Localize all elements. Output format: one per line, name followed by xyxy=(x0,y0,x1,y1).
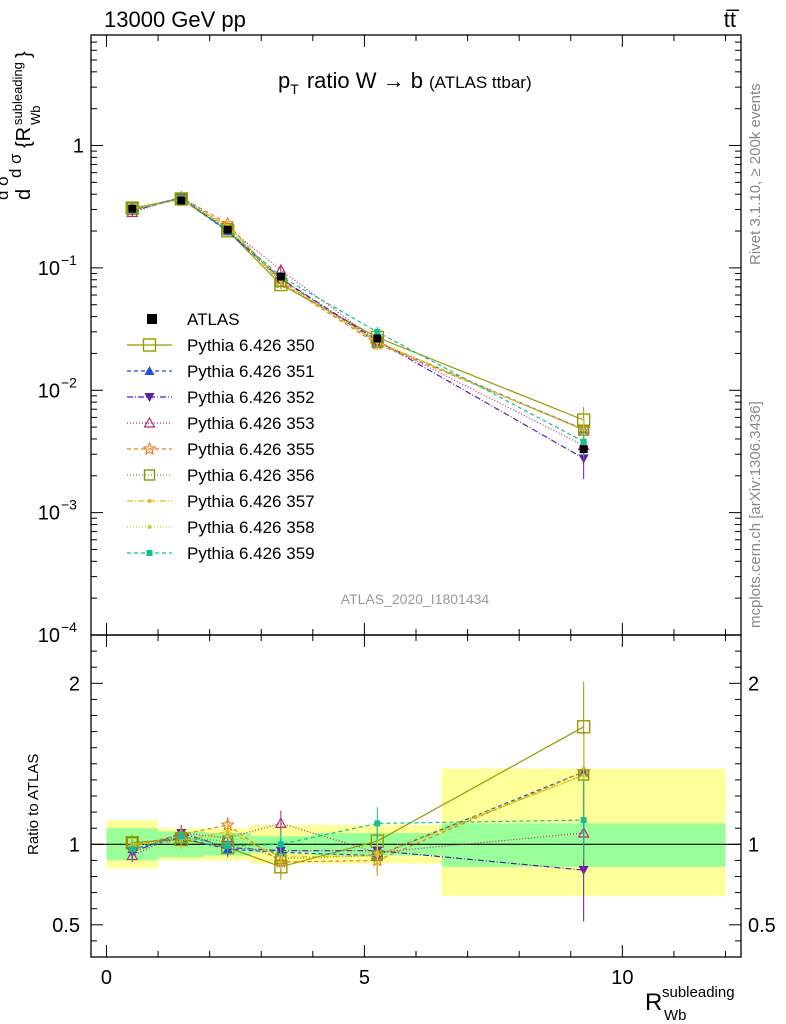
legend-marker xyxy=(144,366,155,375)
main-y-axis-label-frac: d σ 1 xyxy=(0,169,12,200)
legend-label: Pythia 6.426 352 xyxy=(187,388,315,407)
legend-marker xyxy=(147,525,152,529)
x-axis-label: R xyxy=(645,989,662,1016)
x-tick-label: 0 xyxy=(101,967,112,989)
atlas-data-point xyxy=(223,225,232,234)
legend-label: Pythia 6.426 353 xyxy=(187,414,315,433)
ratio-series-point xyxy=(277,841,284,848)
chart-title: pT ratio W → b (ATLAS ttbar) xyxy=(278,68,532,97)
x-tick-label: 5 xyxy=(359,967,370,989)
legend-marker xyxy=(143,416,156,428)
legend-marker xyxy=(142,441,157,456)
y-tick-label-main: 10 xyxy=(38,258,60,280)
legend-label: Pythia 6.426 356 xyxy=(187,466,315,485)
svg-text:d: d xyxy=(0,191,12,200)
main-y-axis-label: d d σ {R Wb subleading } xyxy=(6,51,43,200)
legend-label: Pythia 6.426 351 xyxy=(187,362,315,381)
main-series-point xyxy=(374,328,381,335)
y-tick-label-ratio: 1 xyxy=(69,834,80,856)
y-tick-label-main: 10 xyxy=(38,503,60,525)
ratio-series-point xyxy=(375,850,380,855)
legend-label: Pythia 6.426 357 xyxy=(187,492,315,511)
ratio-series-point xyxy=(274,817,287,828)
x-axis-label-sub: Wb xyxy=(664,1007,687,1024)
main-series-line xyxy=(132,197,584,443)
y-tick-label-ratio: 0.5 xyxy=(52,915,80,937)
legend-label: Pythia 6.426 358 xyxy=(187,518,315,537)
y-tick-label-main: 10 xyxy=(38,625,60,647)
legend-marker xyxy=(143,469,156,481)
title-small-text: (ATLAS ttbar) xyxy=(429,73,532,92)
legend-marker xyxy=(147,499,152,503)
main-series-line xyxy=(132,198,584,431)
y-tick-label-ratio-right: 1 xyxy=(748,834,759,856)
rivet-version-label: Rivet 3.1.10, ≥ 200k events xyxy=(747,83,764,265)
ratio-plot-series xyxy=(125,681,591,922)
svg-text:σ: σ xyxy=(6,153,25,164)
legend-label: ATLAS xyxy=(187,310,240,329)
ratio-series-point xyxy=(178,833,185,840)
x-tick-label: 10 xyxy=(611,967,633,989)
y-tick-label-ratio: 2 xyxy=(69,673,80,695)
header-right-label: tt̅ xyxy=(724,7,740,32)
legend-marker xyxy=(146,550,153,556)
ratio-series-point xyxy=(225,834,230,839)
header-left-label: 13000 GeV pp xyxy=(104,7,246,32)
y-tick-label-ratio-right: 2 xyxy=(748,673,759,695)
y-tick-label-ratio-right: 0.5 xyxy=(748,915,776,937)
legend-label: Pythia 6.426 350 xyxy=(187,336,315,355)
svg-text:1: 1 xyxy=(0,169,2,178)
atlas-data-point xyxy=(579,445,588,454)
y-tick-label-exponent: −4 xyxy=(61,619,77,635)
legend-marker xyxy=(144,393,155,402)
svg-text:d: d xyxy=(6,169,25,178)
ratio-series-line xyxy=(132,774,584,857)
main-plot-series xyxy=(125,190,591,479)
svg-text:σ: σ xyxy=(0,175,12,186)
ratio-series-line xyxy=(132,819,584,850)
ratio-series-point xyxy=(129,846,136,853)
legend-marker xyxy=(142,338,157,352)
legend: ATLAS Pythia 6.426 350 Pythia 6.426 351 Pyt… xyxy=(127,310,315,563)
svg-text:}: } xyxy=(13,51,35,58)
ratio-series-line xyxy=(132,774,584,858)
ratio-uncertainty-bands xyxy=(106,768,726,896)
legend-marker-atlas xyxy=(147,314,157,324)
atlas-data-point xyxy=(276,272,285,281)
ratio-series-line xyxy=(132,726,584,868)
svg-text:Wb: Wb xyxy=(28,106,43,126)
ratio-series-point xyxy=(580,817,587,824)
title-p: p xyxy=(278,68,290,93)
title-main-text: ratio W → b xyxy=(307,68,423,93)
analysis-watermark: ATLAS_2020_I1801434 xyxy=(341,591,490,607)
y-tick-label-main: 10 xyxy=(38,380,60,402)
ratio-series-point xyxy=(224,842,231,849)
y-tick-label-exponent: −2 xyxy=(61,374,77,390)
ratio-series-line xyxy=(132,771,584,863)
svg-text:d: d xyxy=(13,189,35,200)
y-tick-label-exponent: −1 xyxy=(61,252,77,268)
ratio-y-axis-label: Ratio to ATLAS xyxy=(25,754,42,855)
legend-label: Pythia 6.426 355 xyxy=(187,440,315,459)
y-tick-label-main: 1 xyxy=(73,136,84,158)
svg-text:subleading: subleading xyxy=(10,62,25,125)
main-series-point xyxy=(580,438,587,445)
atlas-data-point xyxy=(128,204,137,213)
main-series-line xyxy=(132,196,584,459)
atlas-data-point xyxy=(373,334,382,343)
mcplots-label: mcplots.cern.ch [arXiv:1306.3436] xyxy=(747,401,764,628)
title-t-subscript: T xyxy=(290,81,299,97)
y-tick-label-exponent: −3 xyxy=(61,497,77,513)
ratio-series-point xyxy=(126,849,139,861)
ratio-series-point xyxy=(374,820,381,827)
svg-text:{R: {R xyxy=(13,127,35,148)
ratio-series-point xyxy=(581,773,586,778)
x-axis-label-sup: subleading xyxy=(662,984,735,1001)
legend-label: Pythia 6.426 359 xyxy=(187,544,315,563)
atlas-data-point xyxy=(177,196,186,205)
x-axis-label-main: R xyxy=(645,989,662,1016)
